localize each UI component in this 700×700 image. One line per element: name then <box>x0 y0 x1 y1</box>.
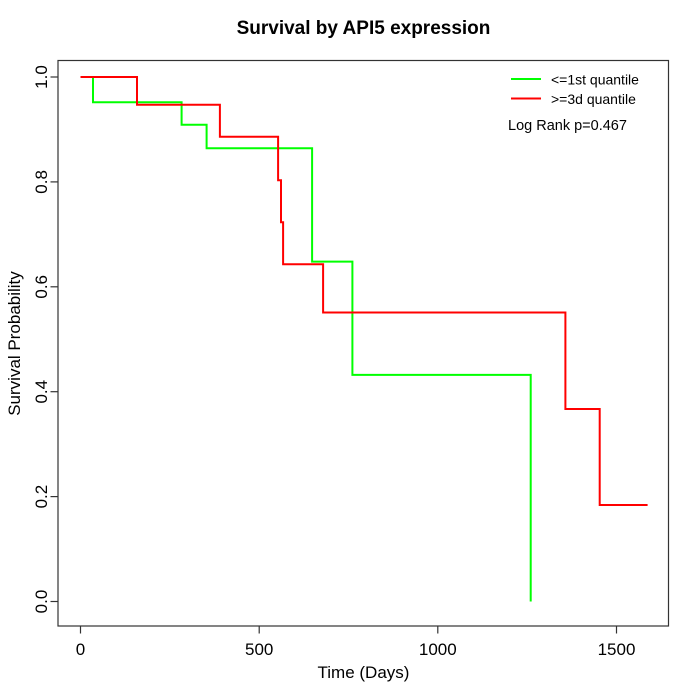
y-tick-label: 0.2 <box>32 485 51 509</box>
y-tick-label: 1.0 <box>32 65 51 89</box>
log-rank-annotation: Log Rank p=0.467 <box>508 118 627 134</box>
plot-box <box>57 59 670 627</box>
y-tick-label: 0.0 <box>32 590 51 614</box>
legend-group: <=1st quantile >=3d quantile Log Rank p=0.… <box>508 72 639 135</box>
y-axis-title: Survival Probability <box>5 271 24 416</box>
x-tick-label: 1000 <box>419 640 457 659</box>
legend-label-1: >=3d quantile <box>551 91 636 107</box>
axes-group: 0 500 1000 1500 0.0 0.2 0.4 0.6 0.8 1.0 <box>32 59 670 659</box>
x-axis-title: Time (Days) <box>318 663 410 682</box>
x-tick-label: 1500 <box>598 640 636 659</box>
survival-curve-1 <box>80 76 648 506</box>
y-tick-label: 0.4 <box>32 380 51 404</box>
legend-label-0: <=1st quantile <box>551 72 639 88</box>
x-tick-label: 500 <box>245 640 273 659</box>
chart-title: Survival by API5 expression <box>237 18 491 39</box>
curves-group <box>80 76 648 602</box>
x-tick-label: 0 <box>76 640 85 659</box>
survival-curve-0 <box>80 76 532 602</box>
y-tick-label: 0.8 <box>32 170 51 194</box>
y-tick-label: 0.6 <box>32 275 51 299</box>
